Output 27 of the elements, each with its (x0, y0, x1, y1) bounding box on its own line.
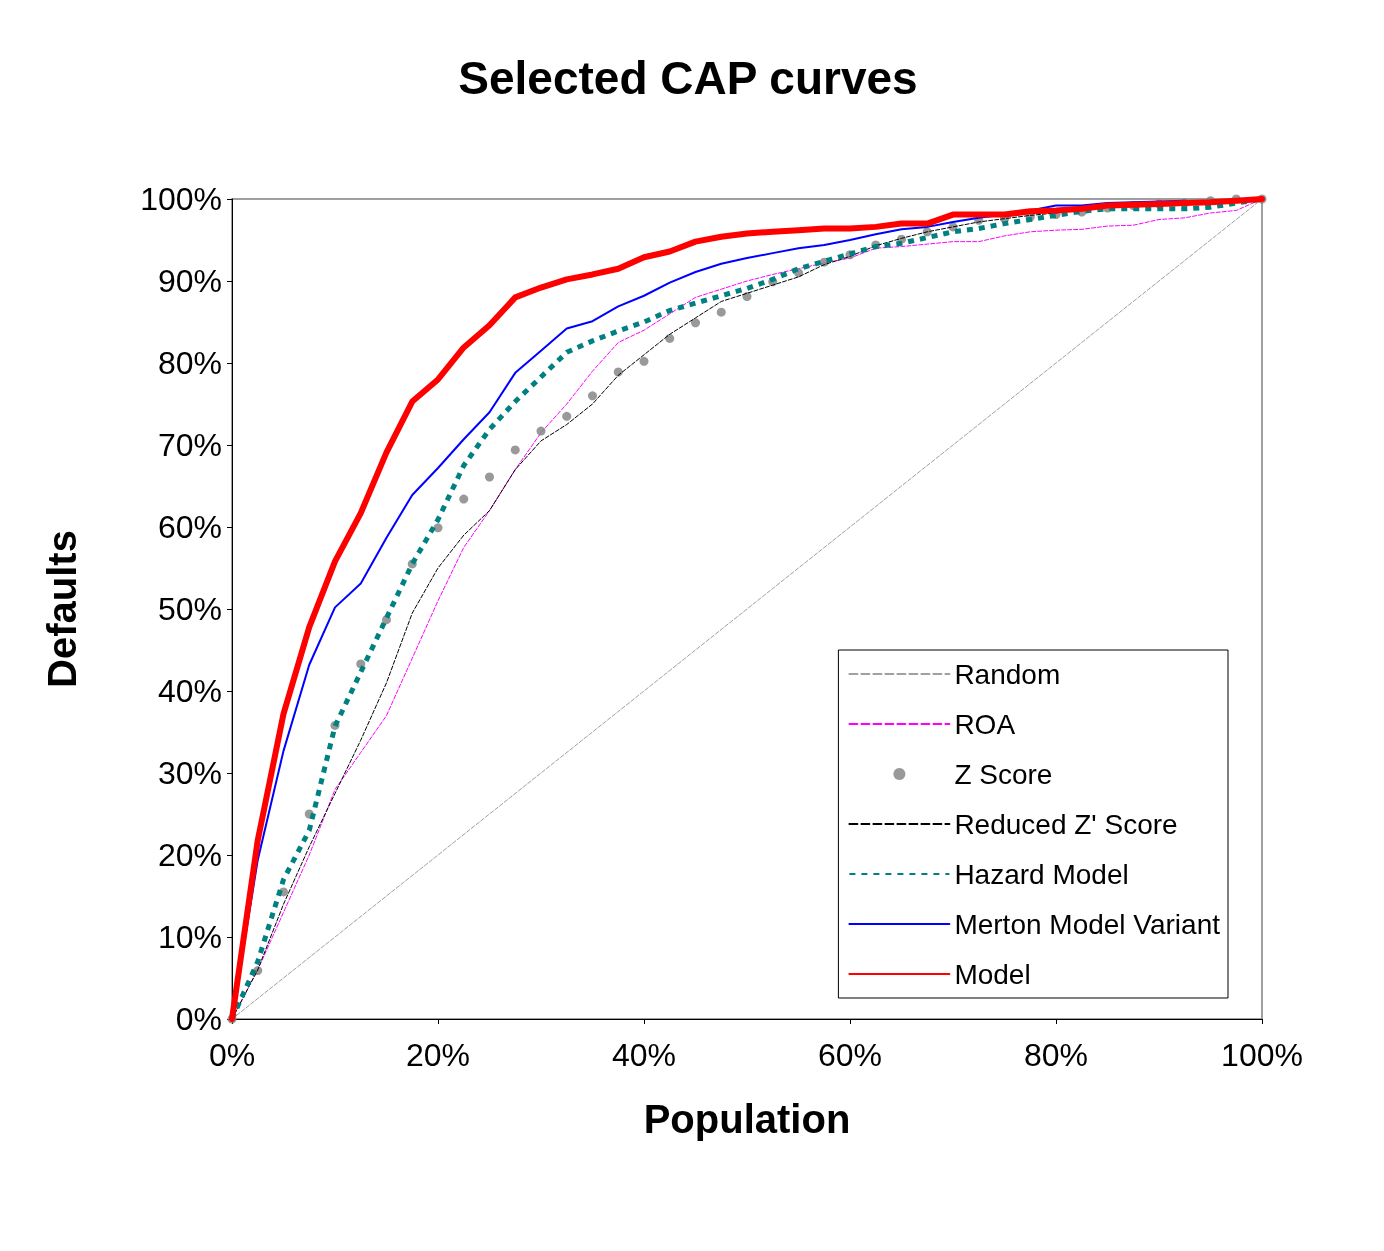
y-tick-label: 0% (175, 1001, 222, 1037)
legend-label: ROA (954, 708, 1016, 740)
y-axis-title: Defaults (40, 530, 84, 688)
x-tick-label: 40% (611, 1037, 677, 1073)
y-tick-label: 60% (157, 509, 222, 545)
y-tick-label: 50% (157, 591, 222, 627)
y-tick-label: 80% (157, 345, 222, 381)
chart-title: Selected CAP curves (458, 52, 918, 104)
y-tick-label: 100% (140, 181, 222, 217)
legend-label: Z Score (954, 758, 1053, 790)
x-tick-label: 0% (208, 1037, 256, 1073)
y-tick-label: 30% (157, 755, 222, 791)
x-tick-label: 60% (817, 1037, 883, 1073)
x-tick-label: 80% (1023, 1037, 1089, 1073)
x-axis-title: Population (643, 1097, 851, 1141)
x-tick-label: 100% (1221, 1037, 1303, 1073)
y-tick-label: 40% (157, 673, 222, 709)
y-tick-label: 90% (157, 263, 222, 299)
legend-label: Merton Model Variant (954, 908, 1221, 940)
y-tick-label: 20% (157, 837, 222, 873)
legend-label: Random (954, 658, 1061, 690)
y-tick-label: 10% (157, 919, 222, 955)
y-tick-label: 70% (157, 427, 222, 463)
legend-label: Model (954, 958, 1031, 990)
legend-label: Reduced Z' Score (954, 808, 1178, 840)
x-tick-label: 20% (405, 1037, 471, 1073)
legend-label: Hazard Model (954, 858, 1129, 890)
